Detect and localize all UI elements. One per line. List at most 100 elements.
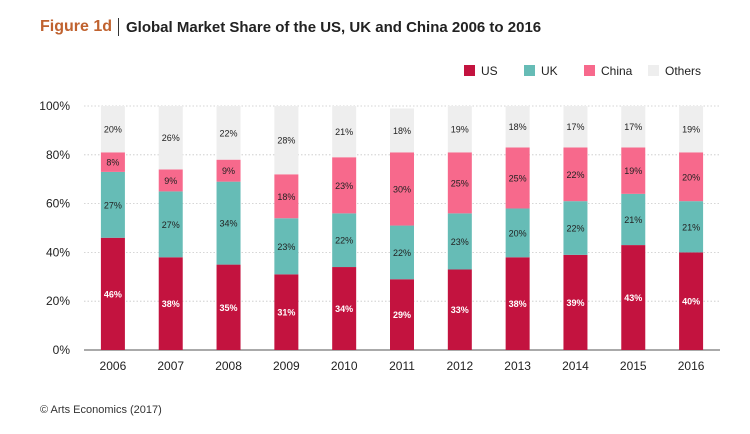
bar-segment-us [679,252,704,350]
bar-segment-china [505,147,530,209]
y-tick-label: 60% [46,197,70,211]
legend-swatch-us [464,65,475,76]
data-label-uk: 34% [220,219,238,229]
data-label-uk: 22% [566,224,584,234]
legend-label-others: Others [665,64,701,78]
y-tick-label: 40% [46,245,70,259]
data-label-uk: 27% [104,200,122,210]
y-tick-label: 80% [46,148,70,162]
bar-segment-china [679,152,704,202]
bar-segment-us [563,254,588,350]
data-label-china: 9% [164,176,177,186]
bar-segment-china [216,159,241,182]
bar-segment-uk [621,193,646,246]
x-tick-label: 2008 [215,359,242,373]
data-label-others: 20% [104,125,122,135]
bar-segment-others [158,106,183,170]
data-label-others: 19% [451,125,469,135]
data-label-us: 34% [335,304,353,314]
bar-segment-others [563,106,588,148]
bar-segment-china [158,169,183,192]
bar-segment-others [390,108,414,153]
data-label-china: 25% [509,173,527,183]
figure-label: Figure 1d [40,18,113,35]
x-tick-label: 2012 [446,359,473,373]
x-tick-label: 2016 [678,359,705,373]
bar-segment-china [332,157,357,214]
data-label-others: 21% [335,127,353,137]
data-label-china: 18% [277,192,295,202]
bar-segment-us [505,257,530,350]
data-label-china: 23% [335,181,353,191]
legend-label-uk: UK [541,64,558,78]
x-tick-label: 2011 [389,359,415,373]
bar-segment-us [216,264,241,350]
data-label-others: 17% [624,122,642,132]
x-tick-label: 2009 [273,359,300,373]
bar-segment-china [274,174,299,219]
data-label-others: 22% [220,128,238,138]
data-label-china: 20% [682,172,700,182]
data-label-uk: 22% [335,236,353,246]
data-label-others: 17% [566,122,584,132]
x-tick-label: 2006 [100,359,127,373]
data-label-china: 8% [106,158,119,168]
data-label-china: 19% [624,166,642,176]
data-label-us: 39% [566,298,584,308]
legend-swatch-uk [524,65,535,76]
y-tick-label: 100% [39,99,70,113]
data-label-uk: 22% [393,248,411,258]
bar-segment-others [332,106,357,158]
bar-segment-others [274,106,299,175]
data-label-us: 38% [162,299,180,309]
data-label-others: 18% [509,122,527,132]
x-tick-label: 2007 [157,359,184,373]
y-tick-label: 20% [46,294,70,308]
bar-segment-us [390,279,414,350]
x-tick-label: 2015 [620,359,647,373]
bar-segment-uk [332,213,357,268]
bar-segment-us [158,257,183,350]
bar-segment-uk [390,225,414,280]
data-label-uk: 20% [509,228,527,238]
bar-segment-china [100,152,125,172]
x-tick-label: 2010 [331,359,358,373]
data-label-uk: 21% [682,222,700,232]
data-label-china: 25% [451,178,469,188]
legend-label-china: China [601,64,633,78]
legend-swatch-others [648,65,659,76]
bar-segment-uk [505,208,530,258]
bar-segment-others [621,106,646,148]
bar-segment-uk [274,218,299,275]
bar-segment-uk [216,181,241,265]
data-label-china: 22% [566,170,584,180]
bar-segment-us [447,269,472,350]
y-tick-label: 0% [53,343,71,357]
legend-swatch-china [584,65,595,76]
bar-segment-us [621,245,646,350]
data-label-us: 31% [277,308,295,318]
data-label-us: 33% [451,305,469,315]
figure-title: Global Market Share of the US, UK and Ch… [126,18,542,36]
data-label-others: 18% [393,126,411,136]
source-note: © Arts Economics (2017) [40,404,162,416]
bar-segment-uk [447,213,472,270]
figure-header: Figure 1d Global Market Share of the US,… [40,16,541,38]
bar-segment-others [679,106,704,153]
data-label-others: 19% [682,125,700,135]
data-label-china: 30% [393,184,411,194]
bar-segment-uk [158,191,183,258]
bar-segment-us [332,267,357,350]
bar-segment-china [447,152,472,214]
bar-segment-us [274,274,299,350]
bar-segment-others [447,106,472,153]
bar-segment-uk [563,201,588,255]
bar-segment-china [390,152,414,226]
data-label-us: 38% [509,299,527,309]
bar-segment-china [563,147,588,202]
data-label-us: 35% [220,303,238,313]
bar-segment-others [216,106,241,160]
bar-segment-uk [679,201,704,253]
bar-segment-others [505,106,530,148]
